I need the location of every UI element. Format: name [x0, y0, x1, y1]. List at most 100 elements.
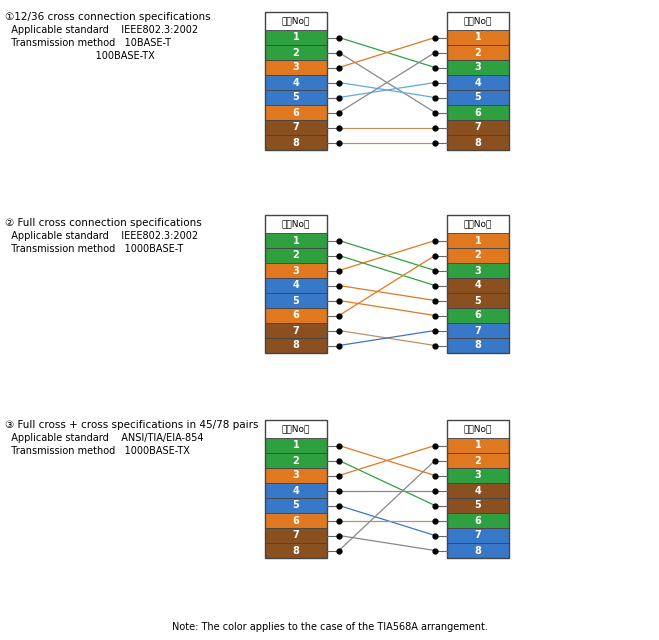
Bar — [265, 90, 327, 105]
Text: 5: 5 — [293, 93, 299, 102]
Bar — [447, 75, 509, 90]
Bar — [447, 498, 509, 513]
Text: Applicable standard    IEEE802.3:2002: Applicable standard IEEE802.3:2002 — [5, 231, 198, 241]
Bar — [447, 483, 509, 498]
Bar — [265, 30, 327, 45]
Text: ② Full cross connection specifications: ② Full cross connection specifications — [5, 218, 202, 228]
Text: ビンNo．: ビンNo． — [282, 17, 310, 26]
Text: ビンNo．: ビンNo． — [464, 17, 492, 26]
Text: 4: 4 — [293, 77, 299, 88]
Text: Transmission method   1000BASE-T: Transmission method 1000BASE-T — [5, 244, 183, 254]
Text: ①12/36 cross connection specifications: ①12/36 cross connection specifications — [5, 12, 211, 22]
Bar — [265, 12, 327, 30]
Bar — [447, 135, 509, 150]
Text: 8: 8 — [474, 545, 482, 556]
Text: 2: 2 — [293, 250, 299, 260]
Text: 3: 3 — [474, 63, 481, 72]
Bar — [447, 278, 509, 293]
Bar — [265, 513, 327, 528]
Text: 1: 1 — [474, 440, 481, 451]
Text: ビンNo．: ビンNo． — [464, 220, 492, 228]
Text: 7: 7 — [474, 531, 481, 541]
Text: ビンNo．: ビンNo． — [282, 220, 310, 228]
Bar — [265, 45, 327, 60]
Text: Note: The color applies to the case of the TIA568A arrangement.: Note: The color applies to the case of t… — [171, 622, 488, 632]
Text: 7: 7 — [474, 122, 481, 132]
Text: 5: 5 — [474, 93, 481, 102]
Text: 5: 5 — [474, 500, 481, 511]
Text: 2: 2 — [474, 456, 481, 465]
Text: 1: 1 — [474, 236, 481, 246]
Bar — [447, 12, 509, 150]
Text: 8: 8 — [293, 340, 299, 351]
Bar — [447, 453, 509, 468]
Bar — [447, 293, 509, 308]
Bar — [265, 60, 327, 75]
Bar — [265, 233, 327, 248]
Bar — [447, 513, 509, 528]
Bar — [265, 263, 327, 278]
Text: 3: 3 — [293, 470, 299, 481]
Text: ③ Full cross + cross specifications in 45/78 pairs: ③ Full cross + cross specifications in 4… — [5, 420, 258, 430]
Bar — [447, 30, 509, 45]
Bar — [265, 323, 327, 338]
Bar — [447, 528, 509, 543]
Text: 6: 6 — [474, 310, 481, 321]
Text: 6: 6 — [293, 108, 299, 118]
Text: Transmission method   1000BASE-TX: Transmission method 1000BASE-TX — [5, 446, 190, 456]
Text: 4: 4 — [293, 280, 299, 291]
Bar — [265, 338, 327, 353]
Bar — [265, 308, 327, 323]
Bar — [265, 248, 327, 263]
Bar — [447, 420, 509, 438]
Bar — [265, 438, 327, 453]
Bar — [447, 12, 509, 30]
Bar — [265, 453, 327, 468]
Bar — [447, 215, 509, 353]
Text: 4: 4 — [474, 280, 481, 291]
Text: 2: 2 — [474, 47, 481, 58]
Text: 100BASE-TX: 100BASE-TX — [5, 51, 155, 61]
Text: 6: 6 — [293, 310, 299, 321]
Bar — [265, 498, 327, 513]
Bar — [447, 468, 509, 483]
Text: 2: 2 — [293, 47, 299, 58]
Text: 5: 5 — [293, 296, 299, 305]
Text: 4: 4 — [293, 486, 299, 495]
Bar — [447, 120, 509, 135]
Text: 6: 6 — [474, 515, 481, 525]
Bar — [265, 468, 327, 483]
Text: 8: 8 — [293, 138, 299, 147]
Bar — [265, 215, 327, 233]
Bar — [447, 60, 509, 75]
Bar — [447, 45, 509, 60]
Text: 5: 5 — [293, 500, 299, 511]
Bar — [447, 248, 509, 263]
Bar — [265, 420, 327, 558]
Text: ビンNo．: ビンNo． — [282, 424, 310, 433]
Text: Transmission method   10BASE-T: Transmission method 10BASE-T — [5, 38, 171, 48]
Bar — [265, 12, 327, 150]
Bar — [447, 420, 509, 558]
Text: 3: 3 — [293, 266, 299, 275]
Bar — [447, 215, 509, 233]
Bar — [265, 543, 327, 558]
Bar — [265, 105, 327, 120]
Text: 4: 4 — [474, 486, 481, 495]
Text: 3: 3 — [293, 63, 299, 72]
Bar — [265, 293, 327, 308]
Text: ビンNo．: ビンNo． — [464, 424, 492, 433]
Bar — [447, 543, 509, 558]
Text: 3: 3 — [474, 266, 481, 275]
Text: 1: 1 — [293, 33, 299, 42]
Bar — [447, 233, 509, 248]
Bar — [265, 420, 327, 438]
Bar — [447, 338, 509, 353]
Bar — [265, 75, 327, 90]
Text: 2: 2 — [474, 250, 481, 260]
Bar — [447, 323, 509, 338]
Bar — [265, 528, 327, 543]
Bar — [265, 135, 327, 150]
Bar — [447, 90, 509, 105]
Bar — [265, 120, 327, 135]
